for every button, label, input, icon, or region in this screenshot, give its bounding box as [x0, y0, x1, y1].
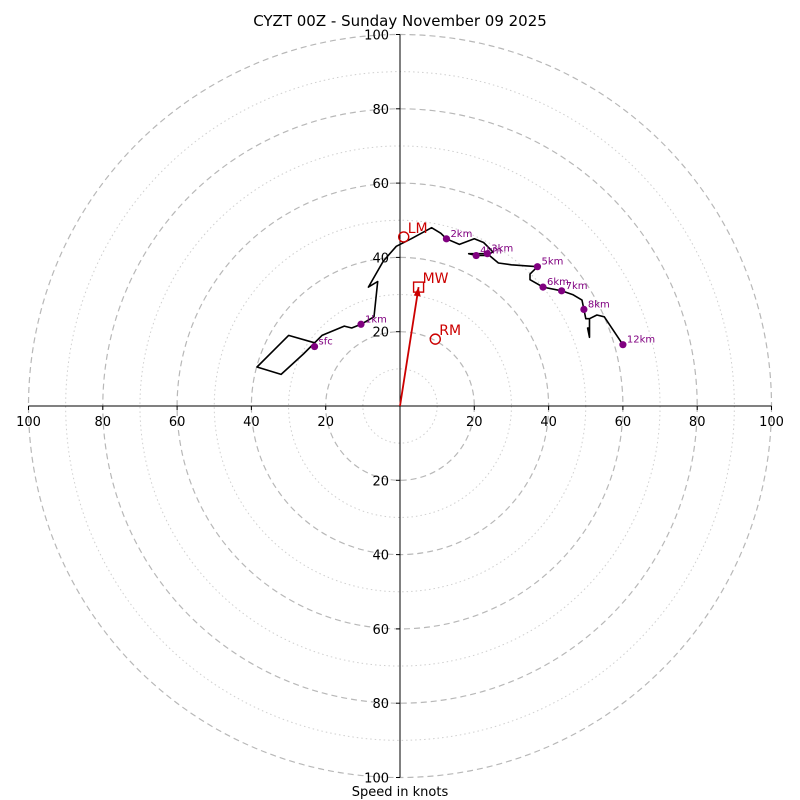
height-marker-7km	[558, 287, 566, 295]
height-label-4km: 4km	[480, 246, 502, 257]
height-label-1km: 1km	[365, 314, 387, 325]
chart-title: CYZT 00Z - Sunday November 09 2025	[253, 12, 547, 30]
hodograph-trace	[256, 226, 624, 376]
x-tick-label: 40	[243, 415, 260, 430]
storm-motion-label-MW: MW	[423, 271, 449, 287]
height-label-5km: 5km	[541, 257, 563, 268]
x-tick-label: 40	[540, 415, 557, 430]
height-marker-6km	[539, 283, 547, 291]
y-tick-label: 40	[372, 251, 389, 266]
mean-wind-arrow	[399, 286, 420, 407]
y-tick-label: 20	[372, 326, 389, 341]
x-tick-label: 20	[466, 415, 483, 430]
y-tick-label: 60	[372, 177, 389, 192]
y-tick-label: 20	[372, 474, 389, 489]
storm-motion-marker-RM	[429, 333, 441, 345]
height-marker-4km	[472, 251, 480, 260]
storm-motion-label-LM: LM	[408, 221, 428, 237]
storm-motions: LM MW RM	[398, 221, 461, 407]
height-marker-2km	[442, 235, 451, 243]
hodograph-line	[256, 226, 624, 376]
storm-motion-marker-MW	[412, 281, 425, 293]
x-tick-label: 100	[759, 415, 784, 430]
height-label-3km: 3km	[491, 244, 513, 255]
height-label-6km: 6km	[547, 277, 569, 288]
x-tick-label: 60	[169, 415, 186, 430]
x-tick-label: 20	[317, 415, 334, 430]
y-tick-label: 100	[364, 772, 389, 787]
storm-motion-label-RM: RM	[439, 323, 461, 339]
x-axis-label: Speed in knots	[352, 785, 449, 800]
storm-motion-marker-LM	[398, 231, 410, 243]
y-tick-label: 40	[372, 549, 389, 564]
y-tick-label: 80	[372, 697, 389, 712]
height-marker-5km	[533, 263, 542, 271]
height-label-sfc: sfc	[319, 337, 333, 348]
height-label-8km: 8km	[588, 299, 610, 310]
height-label-12km: 12km	[627, 335, 655, 346]
y-tick-label: 60	[372, 623, 389, 638]
tick-labels: 100 80 60 40 20 20 40 60 80 100 100 80 60 40 20 20 40 60 8…	[16, 29, 784, 787]
x-tick-label: 80	[689, 415, 706, 430]
height-label-7km: 7km	[566, 281, 588, 292]
height-marker-3km	[483, 250, 491, 258]
height-label-2km: 2km	[450, 229, 472, 240]
y-tick-label: 100	[364, 29, 389, 44]
y-tick-label: 80	[372, 103, 389, 118]
height-marker-12km	[619, 341, 627, 349]
x-tick-label: 60	[615, 415, 632, 430]
x-tick-label: 80	[95, 415, 112, 430]
height-marker-sfc	[310, 342, 319, 351]
x-tick-label: 100	[16, 415, 41, 430]
height-marker-8km	[580, 305, 588, 314]
height-marker-1km	[357, 320, 365, 328]
